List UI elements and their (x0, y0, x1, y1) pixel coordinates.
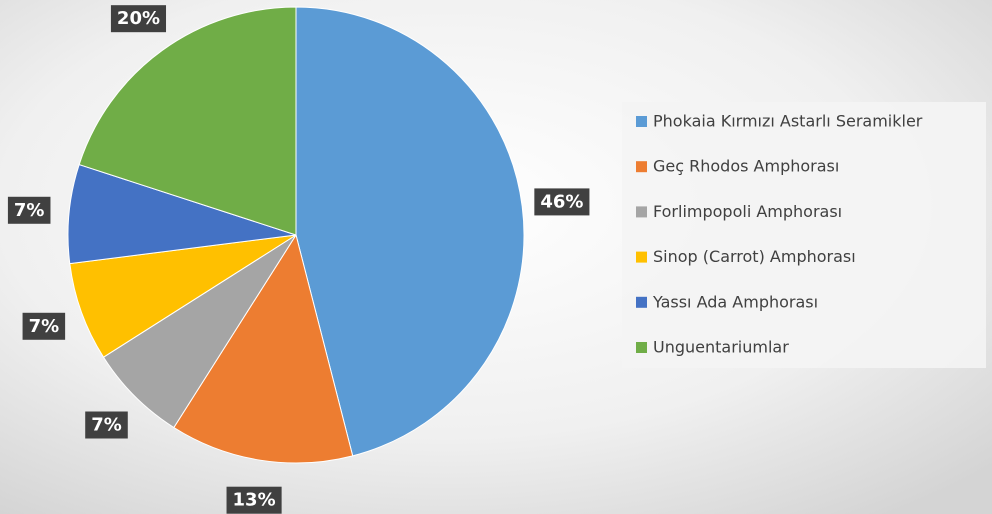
data-label-box (85, 411, 128, 439)
data-label-box (226, 486, 282, 514)
data-label: 46% (540, 191, 583, 212)
legend-swatch (636, 296, 647, 308)
data-label: 7% (14, 200, 45, 221)
legend-swatch (636, 251, 647, 263)
data-label: 20% (117, 8, 160, 29)
data-label-box (22, 312, 66, 340)
legend-label: Yassı Ada Amphorası (652, 292, 818, 311)
data-label: 13% (233, 490, 276, 511)
legend-label: Sinop (Carrot) Amphorası (653, 247, 856, 266)
data-label-box (7, 196, 51, 224)
pie-slice (295, 6, 525, 457)
legend-box (622, 102, 986, 368)
pie-slice (173, 233, 354, 464)
legend-swatch (636, 342, 647, 353)
legend-label: Phokaia Kırmızı Astarlı Seramikler (653, 112, 923, 131)
legend-swatch (636, 116, 647, 127)
legend-label: Forlimpopoli Amphorası (653, 202, 842, 221)
data-label: 7% (29, 316, 60, 337)
legend-label: Geç Rhodos Amphorası (653, 157, 839, 176)
legend-label: Unguentariumlar (653, 338, 789, 357)
data-label-box (110, 5, 167, 33)
pie-slice (78, 6, 297, 236)
data-label: 7% (91, 415, 122, 436)
legend-swatch (636, 206, 647, 218)
legend-swatch (636, 161, 647, 173)
data-label-box (534, 188, 590, 216)
